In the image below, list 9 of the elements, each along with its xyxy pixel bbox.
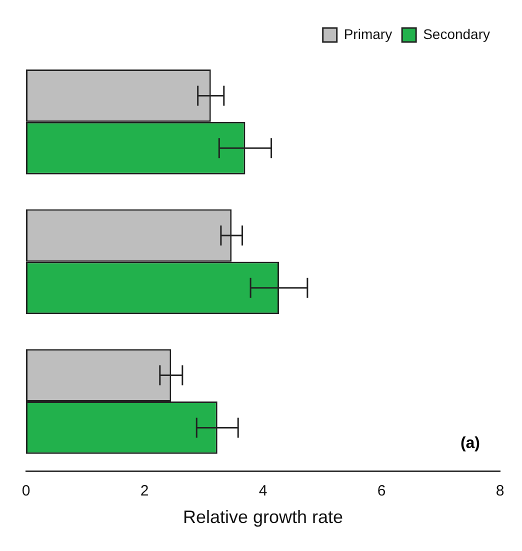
x-tick-label: 4 <box>258 482 268 500</box>
x-tick-label: 8 <box>496 482 504 500</box>
legend-label: Secondary <box>423 26 490 42</box>
x-tick-label: 0 <box>22 482 30 500</box>
x-tick-label: 2 <box>140 482 149 500</box>
x-axis-title: Relative growth rate <box>182 507 344 528</box>
x-tick-label: 6 <box>377 482 386 500</box>
legend-label: Primary <box>344 26 392 42</box>
annotation: (a) <box>460 434 480 452</box>
